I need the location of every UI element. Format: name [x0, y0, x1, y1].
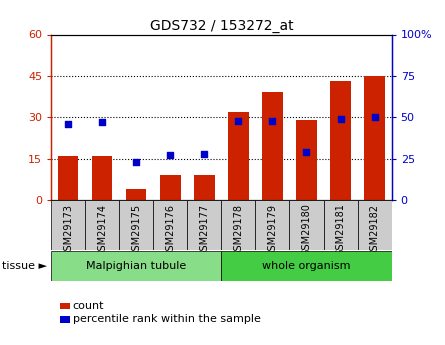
Bar — [296, 120, 317, 200]
Point — [133, 159, 140, 165]
Bar — [262, 92, 283, 200]
Text: GSM29173: GSM29173 — [63, 204, 73, 257]
Bar — [126, 189, 146, 200]
Bar — [324, 200, 358, 250]
Text: count: count — [73, 301, 104, 310]
Text: Malpighian tubule: Malpighian tubule — [86, 261, 186, 271]
Text: GSM29179: GSM29179 — [267, 204, 277, 257]
Point — [235, 118, 242, 124]
Text: GSM29180: GSM29180 — [302, 204, 312, 256]
Bar — [290, 200, 324, 250]
Bar — [92, 156, 113, 200]
Bar — [187, 200, 222, 250]
Bar — [194, 175, 214, 200]
Point — [99, 119, 106, 125]
Point — [371, 115, 378, 120]
Text: whole organism: whole organism — [262, 261, 351, 271]
Bar — [222, 200, 255, 250]
Point — [65, 121, 72, 127]
Bar — [85, 200, 119, 250]
Bar — [153, 200, 187, 250]
Bar — [51, 200, 85, 250]
Bar — [330, 81, 351, 200]
Title: GDS732 / 153272_at: GDS732 / 153272_at — [150, 19, 293, 33]
Text: GSM29176: GSM29176 — [166, 204, 175, 257]
Bar — [358, 200, 392, 250]
Bar — [119, 200, 153, 250]
Text: GSM29182: GSM29182 — [370, 204, 380, 257]
Bar — [222, 251, 392, 281]
Text: tissue ►: tissue ► — [2, 261, 47, 271]
Point — [167, 152, 174, 158]
Text: GSM29178: GSM29178 — [234, 204, 243, 257]
Bar — [51, 251, 222, 281]
Bar — [228, 112, 249, 200]
Bar — [58, 156, 78, 200]
Text: percentile rank within the sample: percentile rank within the sample — [73, 315, 260, 324]
Text: GSM29175: GSM29175 — [131, 204, 141, 257]
Text: GSM29181: GSM29181 — [336, 204, 345, 256]
Bar — [364, 76, 385, 200]
Text: GSM29177: GSM29177 — [199, 204, 209, 257]
Point — [303, 149, 310, 155]
Point — [201, 151, 208, 157]
Point — [337, 116, 344, 122]
Point — [269, 118, 276, 124]
Bar — [255, 200, 290, 250]
Text: GSM29174: GSM29174 — [97, 204, 107, 257]
Bar — [160, 175, 181, 200]
